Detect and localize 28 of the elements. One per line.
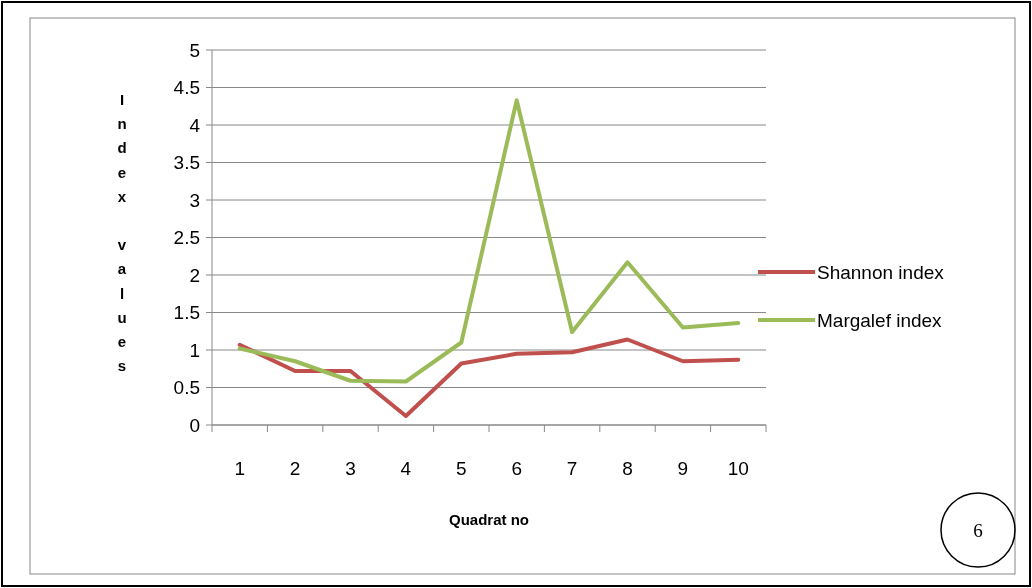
- y-tick-label: 4: [189, 114, 201, 136]
- y-tick-label: 2: [189, 264, 200, 286]
- y-tick-label: 3: [189, 189, 200, 211]
- legend-label: Margalef index: [817, 309, 943, 331]
- y-tick-label: 2.5: [173, 227, 200, 249]
- x-tick-label: 4: [400, 458, 412, 479]
- x-tick-label: 10: [727, 458, 749, 479]
- x-tick-label: 3: [345, 458, 356, 479]
- x-tick-label: 5: [456, 458, 467, 479]
- y-tick-label: 0: [189, 414, 200, 436]
- x-tick-label: 6: [511, 458, 522, 479]
- y-tick-label: 1.5: [173, 302, 200, 324]
- x-tick-label: 7: [566, 458, 578, 479]
- x-tick-label: 2: [289, 458, 301, 479]
- text: Index values: [117, 91, 127, 375]
- y-tick-label: 5: [189, 39, 200, 61]
- line-series: [237, 98, 741, 384]
- x-tick-label: 8: [622, 458, 633, 479]
- y-tick-label: 1: [189, 339, 200, 361]
- line-series: [237, 337, 741, 418]
- y-tick-label: 4.5: [173, 77, 200, 99]
- x-axis-title: Quadrat no: [448, 511, 530, 528]
- x-tick-label: 1: [234, 458, 245, 479]
- y-tick-label: 3.5: [173, 152, 200, 174]
- x-tick-label: 9: [677, 458, 689, 479]
- y-tick-label: 0.5: [173, 377, 200, 399]
- legend-label: Shannon index: [817, 261, 945, 283]
- text: 6: [973, 519, 983, 541]
